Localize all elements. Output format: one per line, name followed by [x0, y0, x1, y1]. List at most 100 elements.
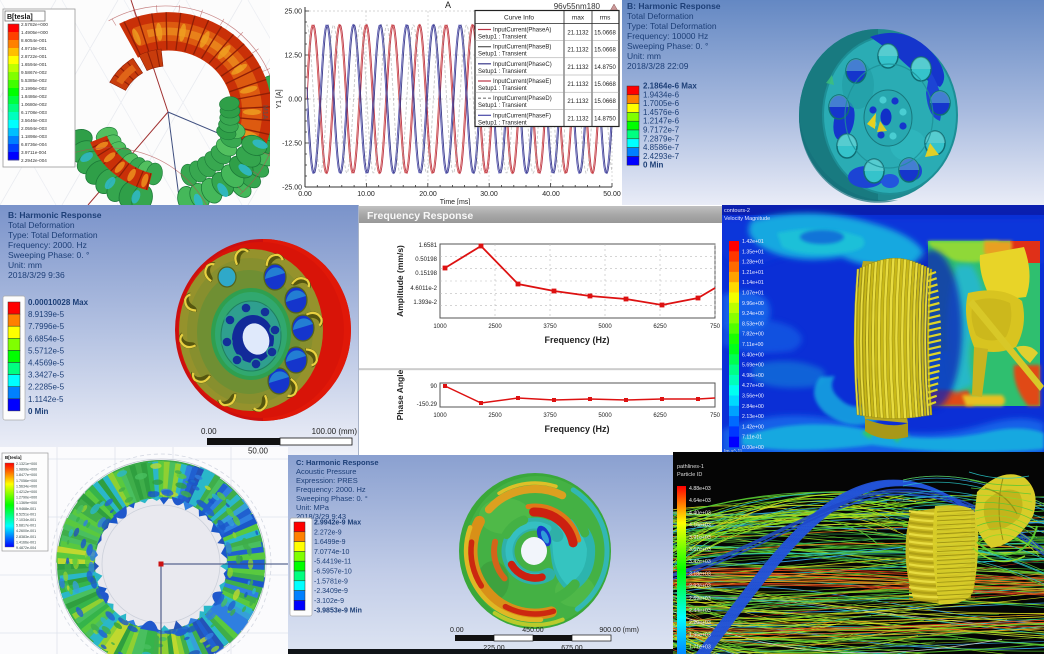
svg-text:2018/3/29 9:36: 2018/3/29 9:36 — [8, 270, 65, 280]
svg-text:max: max — [572, 15, 585, 22]
svg-text:1.7056e+000: 1.7056e+000 — [16, 479, 37, 483]
svg-text:Type: Total Deformation: Type: Total Deformation — [8, 230, 98, 240]
svg-text:1.28e+01: 1.28e+01 — [742, 260, 764, 266]
svg-text:8.53e+00: 8.53e+00 — [742, 321, 764, 327]
svg-text:1.42e+00: 1.42e+00 — [742, 424, 764, 430]
svg-text:50.00: 50.00 — [248, 447, 269, 456]
svg-text:2018/3/29 9:43: 2018/3/29 9:43 — [296, 512, 346, 521]
svg-text:1.8486e-002: 1.8486e-002 — [21, 94, 47, 99]
svg-text:2.1321e+000: 2.1321e+000 — [16, 462, 37, 466]
svg-text:0 Min: 0 Min — [28, 407, 49, 416]
svg-text:2.8722e-001: 2.8722e-001 — [21, 54, 47, 59]
svg-text:1.9434e-6: 1.9434e-6 — [643, 90, 680, 99]
svg-text:9.5867e-002: 9.5867e-002 — [21, 70, 47, 75]
svg-text:Frequency: 10000 Hz: Frequency: 10000 Hz — [627, 31, 708, 41]
svg-text:90: 90 — [430, 384, 437, 390]
svg-text:-6.5957e-10: -6.5957e-10 — [314, 569, 352, 576]
svg-text:14.8750: 14.8750 — [594, 65, 616, 71]
svg-text:7.1034e-001: 7.1034e-001 — [16, 518, 36, 522]
svg-text:2.0594e-003: 2.0594e-003 — [21, 126, 47, 131]
svg-text:8.5251e-001: 8.5251e-001 — [16, 512, 36, 516]
svg-text:2.44e+03: 2.44e+03 — [689, 608, 711, 614]
svg-text:1.4166e-001: 1.4166e-001 — [16, 540, 36, 544]
svg-text:Setup1 : Transient: Setup1 : Transient — [478, 120, 527, 126]
svg-text:750: 750 — [710, 324, 721, 330]
svg-text:1.0680e-002: 1.0680e-002 — [21, 102, 47, 107]
svg-text:1.1898e-003: 1.1898e-003 — [21, 134, 47, 139]
svg-text:3.5646e-003: 3.5646e-003 — [21, 118, 47, 123]
svg-text:5.69e+00: 5.69e+00 — [742, 363, 764, 369]
svg-text:1.6499e-9: 1.6499e-9 — [314, 539, 346, 546]
svg-text:7.0774e-10: 7.0774e-10 — [314, 549, 350, 556]
svg-text:Setup1 : Transient: Setup1 : Transient — [478, 35, 527, 41]
svg-text:4.6011e-2: 4.6011e-2 — [410, 286, 437, 292]
svg-text:4.88e+03: 4.88e+03 — [689, 486, 711, 492]
svg-text:15.0668: 15.0668 — [594, 99, 616, 105]
svg-text:675.00: 675.00 — [561, 645, 583, 652]
svg-text:1.4212e+000: 1.4212e+000 — [16, 490, 37, 494]
svg-text:1.21e+01: 1.21e+01 — [742, 270, 764, 276]
svg-text:4.9716e-001: 4.9716e-001 — [21, 46, 47, 51]
svg-text:2.8383e-001: 2.8383e-001 — [16, 535, 36, 539]
svg-text:Setup1 : Transient: Setup1 : Transient — [478, 86, 527, 92]
svg-text:30.00: 30.00 — [480, 191, 498, 198]
svg-text:1.4576e-6: 1.4576e-6 — [643, 108, 680, 117]
svg-text:1.2147e-6: 1.2147e-6 — [643, 117, 680, 126]
svg-text:1.2790e+000: 1.2790e+000 — [16, 496, 37, 500]
svg-text:4.4569e-5: 4.4569e-5 — [28, 359, 65, 368]
svg-text:15.0668: 15.0668 — [594, 82, 616, 88]
svg-text:15.0668: 15.0668 — [594, 48, 616, 54]
svg-text:5.5712e-5: 5.5712e-5 — [28, 346, 65, 355]
svg-text:2.4293e-7: 2.4293e-7 — [643, 152, 680, 161]
svg-text:Sweeping Phase: 0. °: Sweeping Phase: 0. ° — [8, 250, 89, 260]
svg-text:3.18e+03: 3.18e+03 — [689, 571, 711, 577]
svg-text:Type: Total Deformation: Type: Total Deformation — [627, 21, 717, 31]
svg-text:4.8586e-7: 4.8586e-7 — [643, 143, 680, 152]
svg-text:Frequency Response: Frequency Response — [367, 210, 473, 222]
svg-text:2500: 2500 — [488, 324, 502, 330]
svg-text:100.00 (mm): 100.00 (mm) — [312, 427, 358, 436]
svg-text:2.2942e-004: 2.2942e-004 — [21, 158, 47, 163]
svg-text:2.20e+03: 2.20e+03 — [689, 620, 711, 626]
svg-text:M1A: M1A — [261, 105, 268, 120]
svg-text:InputCurrent(PhaseB): InputCurrent(PhaseB) — [493, 45, 551, 51]
svg-text:21.1132: 21.1132 — [567, 48, 589, 54]
svg-text:Total Deformation: Total Deformation — [627, 11, 694, 21]
svg-text:Setup1 : Transient: Setup1 : Transient — [478, 69, 527, 75]
svg-text:rms: rms — [600, 15, 612, 22]
svg-text:12.50: 12.50 — [284, 53, 302, 60]
svg-text:96v55nm180: 96v55nm180 — [554, 2, 601, 11]
svg-text:8.6054e-001: 8.6054e-001 — [21, 38, 47, 43]
svg-text:21.1132: 21.1132 — [567, 82, 589, 88]
svg-text:Unit: mm: Unit: mm — [8, 260, 42, 270]
svg-text:5000: 5000 — [598, 324, 612, 330]
svg-text:7.2879e-7: 7.2879e-7 — [643, 134, 680, 143]
svg-text:Unit: mm: Unit: mm — [627, 51, 661, 61]
svg-text:1.71e+03: 1.71e+03 — [689, 645, 711, 651]
svg-text:1.35e+01: 1.35e+01 — [742, 249, 764, 255]
svg-text:7.82e+00: 7.82e+00 — [742, 332, 764, 338]
svg-text:900.00 (mm): 900.00 (mm) — [599, 627, 639, 634]
svg-text:Particle ID: Particle ID — [677, 472, 702, 478]
svg-text:2.84e+00: 2.84e+00 — [742, 404, 764, 410]
svg-text:450.00: 450.00 — [522, 627, 544, 634]
svg-text:4.40e+03: 4.40e+03 — [689, 510, 711, 516]
svg-text:21.1132: 21.1132 — [567, 116, 589, 122]
svg-text:0.15198: 0.15198 — [415, 271, 437, 277]
svg-text:15.0668: 15.0668 — [594, 31, 616, 37]
svg-text:Y1 [A]: Y1 [A] — [276, 89, 283, 108]
svg-text:3.67e+03: 3.67e+03 — [689, 547, 711, 553]
svg-text:-3.9853e-9 Min: -3.9853e-9 Min — [314, 608, 362, 615]
svg-text:InputCurrent(PhaseA): InputCurrent(PhaseA) — [493, 28, 551, 34]
svg-text:3750: 3750 — [543, 324, 557, 330]
svg-text:1.6594e-001: 1.6594e-001 — [21, 62, 47, 67]
svg-text:-12.50: -12.50 — [282, 141, 302, 148]
svg-text:Sweeping Phase: 0. °: Sweeping Phase: 0. ° — [627, 41, 708, 51]
svg-text:225.00: 225.00 — [483, 645, 505, 652]
svg-text:Acoustic Pressure: Acoustic Pressure — [296, 467, 356, 476]
svg-text:0.00: 0.00 — [450, 627, 464, 634]
svg-text:-3.102e-9: -3.102e-9 — [314, 598, 344, 605]
svg-text:4.27e+00: 4.27e+00 — [742, 383, 764, 389]
svg-text:2.9942e-9 Max: 2.9942e-9 Max — [314, 520, 361, 527]
svg-text:-5.4419e-11: -5.4419e-11 — [314, 559, 351, 566]
